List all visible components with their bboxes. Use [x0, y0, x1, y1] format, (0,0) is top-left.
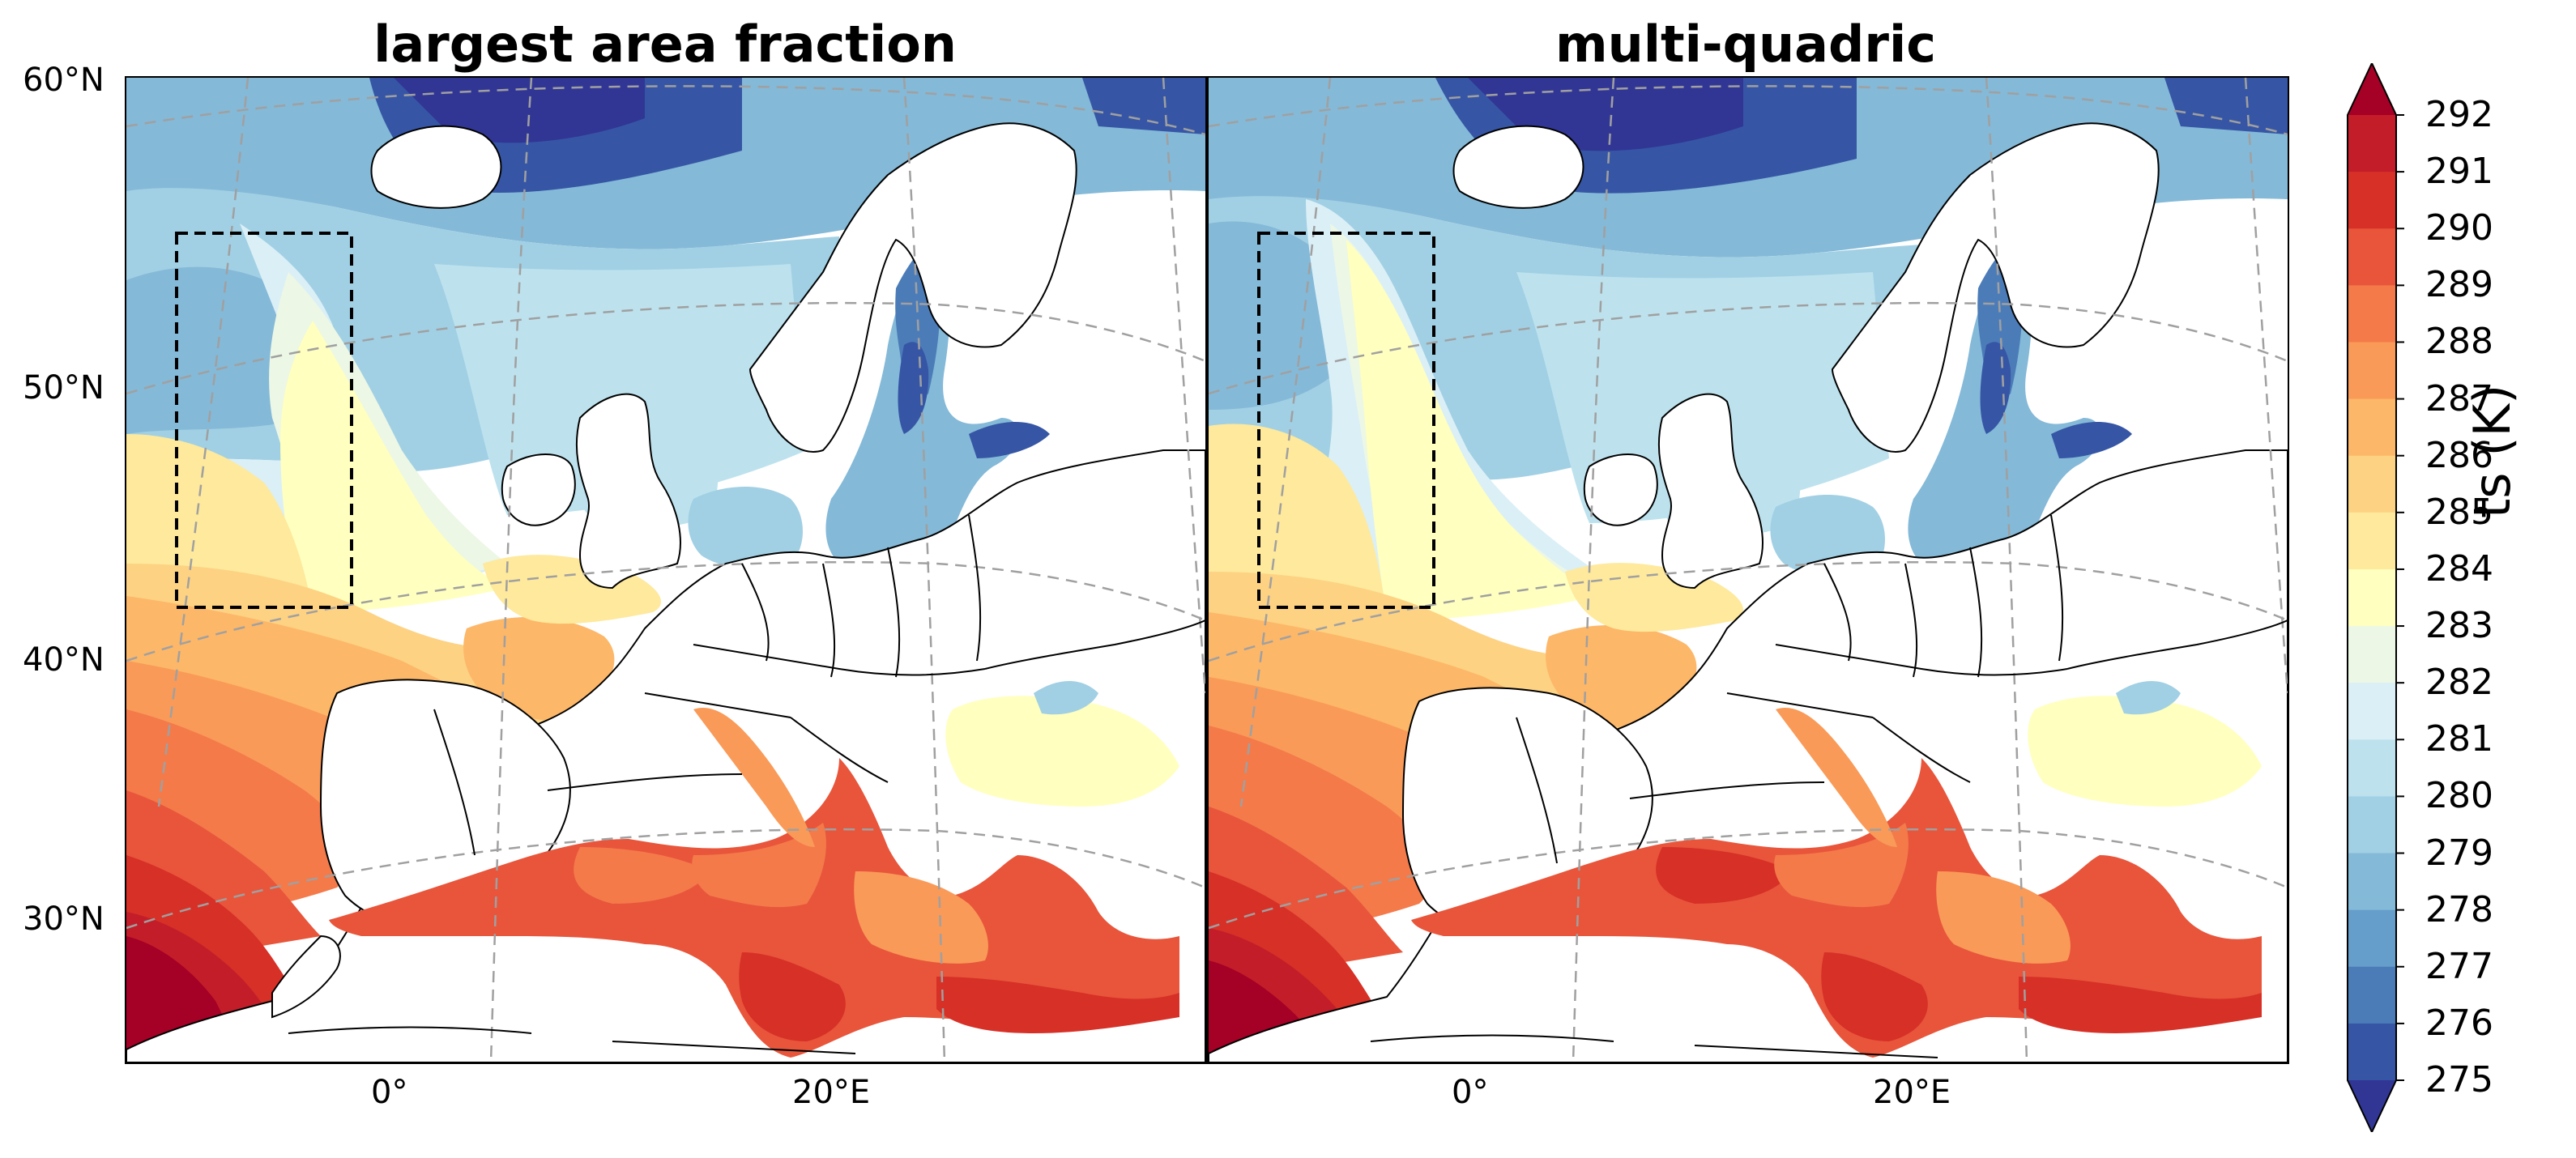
- colorbar-band: [2348, 172, 2396, 229]
- graticule-right: [1209, 78, 2288, 1062]
- colorbar-band: [2348, 512, 2396, 570]
- colorbar-band: [2348, 568, 2396, 627]
- colorbar-tick-label: 288: [2425, 321, 2493, 363]
- map-canvas-left: [126, 78, 1205, 1062]
- colorbar-tick-label: 284: [2425, 547, 2493, 590]
- colorbar-tick-label: 292: [2425, 94, 2493, 135]
- colorbar-tick-label: 278: [2425, 888, 2493, 930]
- lon-label-right-20e: 20°E: [1873, 1074, 1951, 1111]
- colorbar-band: [2348, 115, 2396, 172]
- colorbar-tick-label: 281: [2425, 718, 2493, 760]
- colorbar-tick-label: 283: [2425, 605, 2493, 647]
- colorbar-band: [2348, 342, 2396, 400]
- colorbar-extend-min: [2348, 1080, 2396, 1132]
- colorbar-tick-label: 286: [2425, 434, 2493, 476]
- colorbar-band: [2348, 853, 2396, 911]
- map-panel-largest-area-fraction: [125, 76, 1207, 1064]
- colorbar-tick-label: 290: [2425, 207, 2493, 249]
- colorbar-band: [2348, 398, 2396, 457]
- lat-label-60: 60°N: [23, 62, 104, 99]
- colorbar-tick-label: 282: [2425, 662, 2493, 704]
- colorbar-band: [2348, 626, 2396, 683]
- graticule-left: [126, 78, 1205, 1062]
- lat-label-30: 30°N: [23, 900, 104, 938]
- temperature-field-right: [1209, 78, 2288, 1062]
- colorbar-band: [2348, 966, 2396, 1024]
- colorbar-band: [2348, 228, 2396, 286]
- map-panel-multi-quadric: [1207, 76, 2289, 1064]
- lat-label-50: 50°N: [23, 369, 104, 407]
- colorbar-tick-label: 285: [2425, 491, 2493, 533]
- colorbar-tick-label: 280: [2425, 775, 2493, 817]
- lat-label-40: 40°N: [23, 641, 104, 679]
- colorbar-band: [2348, 455, 2396, 513]
- colorbar-band: [2348, 683, 2396, 740]
- colorbar-tick-label: 287: [2425, 377, 2493, 419]
- map-canvas-right: [1209, 78, 2288, 1062]
- lon-label-left-20e: 20°E: [792, 1074, 871, 1111]
- colorbar-title: ts (K): [2463, 384, 2522, 518]
- colorbar-band: [2348, 285, 2396, 343]
- lon-label-left-0: 0°: [371, 1074, 408, 1111]
- colorbar-tick-label: 291: [2425, 151, 2493, 193]
- lon-label-right-0: 0°: [1452, 1074, 1489, 1111]
- colorbar-extend-max: [2348, 63, 2396, 115]
- colorbar-band: [2348, 796, 2396, 854]
- country-borders-right: [1370, 514, 2288, 1058]
- temperature-field-left: [126, 78, 1205, 1062]
- colorbar-band: [2348, 909, 2396, 968]
- colorbar-tick-label: 275: [2425, 1059, 2493, 1101]
- colorbar-band: [2348, 1023, 2396, 1081]
- country-borders-left: [288, 514, 1205, 1054]
- focus-region-box-left: [175, 232, 353, 609]
- focus-region-box-right: [1257, 232, 1435, 609]
- colorbar-band: [2348, 739, 2396, 797]
- colorbar-graphic: [2347, 61, 2404, 1135]
- colorbar-tick-label: 289: [2425, 264, 2493, 306]
- panel-title-right: multi-quadric: [1555, 15, 1936, 74]
- colorbar: [2339, 61, 2404, 1135]
- colorbar-tick-label: 279: [2425, 832, 2493, 874]
- colorbar-tick-label: 277: [2425, 945, 2493, 987]
- colorbar-tick-label: 276: [2425, 1002, 2493, 1044]
- panel-title-left: largest area fraction: [373, 15, 957, 74]
